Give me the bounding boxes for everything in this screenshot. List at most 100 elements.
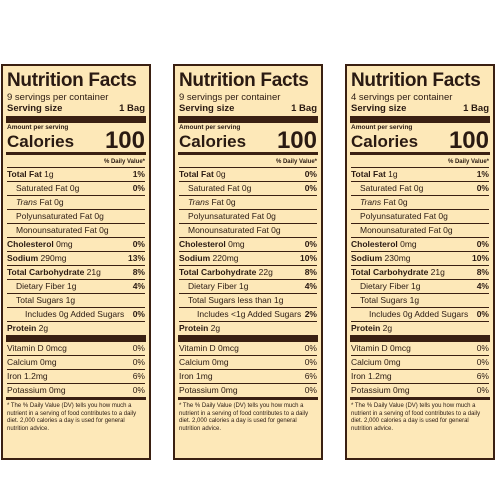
nutrient-label: Monounsaturated Fat 0g [188, 225, 281, 235]
daily-value-header: % Daily Value* [7, 158, 145, 168]
nutrient-name: Total Fat [351, 169, 386, 179]
nutrient-name: Total Carbohydrate [351, 267, 429, 277]
nutrient-label: Vitamin D 0mcg [351, 343, 411, 353]
nutrient-label: Includes <1g Added Sugars [197, 309, 302, 319]
iron-row: Iron 1.2mg 6% [351, 370, 489, 384]
daily-value-percent: 0% [304, 385, 317, 395]
saturated-fat-row: Saturated Fat 0g 0% [179, 182, 317, 196]
daily-value-percent: 0% [132, 239, 145, 249]
trans-fat-row: Trans Fat 0g [7, 196, 145, 210]
thick-rule [6, 335, 146, 342]
daily-value-footnote: * The % Daily Value (DV) tells you how m… [179, 403, 309, 432]
potassium-row: Potassium 0mg 0% [7, 384, 145, 397]
thick-rule [350, 116, 490, 123]
medium-rule [6, 152, 146, 155]
vitamin-d-row: Vitamin D 0mcg 0% [7, 342, 145, 356]
daily-value-percent: 0% [476, 357, 489, 367]
nutrient-label: Polyunsaturated Fat 0g [16, 211, 104, 221]
amount-per-serving: Amount per serving [179, 124, 241, 131]
dietary-fiber-row: Dietary Fiber 1g 4% [179, 280, 317, 294]
calcium-row: Calcium 0mg 0% [179, 356, 317, 370]
servings-per-container: 4 servings per container [351, 92, 453, 103]
nutrition-facts-panel-1: Nutrition Facts 9 servings per container… [1, 64, 151, 460]
calcium-row: Calcium 0mg 0% [351, 356, 489, 370]
panel-title: Nutrition Facts [7, 70, 137, 91]
serving-size-value: 1 Bag [463, 103, 489, 114]
trans-fat-row: Trans Fat 0g [179, 196, 317, 210]
nutrient-name: Total Fat [179, 169, 214, 179]
medium-rule [350, 397, 490, 400]
nutrient-name: Cholesterol [351, 239, 398, 249]
daily-value-footnote: * The % Daily Value (DV) tells you how m… [351, 403, 481, 432]
polyunsaturated-fat-row: Polyunsaturated Fat 0g [7, 210, 145, 224]
serving-size-row: Serving size 1 Bag [179, 103, 317, 116]
daily-value-percent: 0% [476, 183, 489, 193]
cholesterol-row: Cholesterol 0mg 0% [7, 238, 145, 252]
daily-value-percent: 1% [476, 169, 489, 179]
saturated-fat-row: Saturated Fat 0g 0% [351, 182, 489, 196]
calories-label: Calories [7, 132, 75, 151]
nutrient-amount: 1g [41, 169, 54, 179]
nutrient-label: Vitamin D 0mcg [179, 343, 239, 353]
nutrient-amount: Fat 0g [209, 197, 236, 207]
nutrient-name: Sodium [179, 253, 211, 263]
nutrient-amount: 21g [84, 267, 101, 277]
nutrient-label: Total Sugars 1g [16, 295, 76, 305]
sodium-row: Sodium 230mg 10% [351, 252, 489, 266]
nutrient-amount: 0mg [397, 239, 417, 249]
total-fat-row: Total Fat 1g 1% [351, 168, 489, 182]
calories-value: 100 [448, 127, 489, 154]
nutrient-label: Dietary Fiber 1g [16, 281, 77, 291]
cholesterol-row: Cholesterol 0mg 0% [179, 238, 317, 252]
protein-row: Protein 2g [351, 322, 489, 335]
medium-rule [178, 152, 318, 155]
servings-per-container: 9 servings per container [179, 92, 281, 103]
trans-fat-row: Trans Fat 0g [351, 196, 489, 210]
panel-title: Nutrition Facts [351, 70, 481, 91]
daily-value-percent: 13% [127, 253, 145, 263]
daily-value-percent: 0% [476, 343, 489, 353]
serving-size-value: 1 Bag [119, 103, 145, 114]
thick-rule [350, 335, 490, 342]
serving-size-row: Serving size 1 Bag [7, 103, 145, 116]
serving-size-label: Serving size [179, 103, 235, 114]
nutrient-amount: Fat 0g [381, 197, 408, 207]
serving-size-row: Serving size 1 Bag [351, 103, 489, 116]
nutrient-label: Calcium 0mg [351, 357, 401, 367]
nutrient-label: Monounsaturated Fat 0g [16, 225, 109, 235]
daily-value-percent: 2% [304, 309, 317, 319]
nutrient-label: Saturated Fat 0g [360, 183, 424, 193]
nutrient-label: Total Sugars less than 1g [188, 295, 284, 305]
total-carbohydrate-row: Total Carbohydrate 21g 8% [351, 266, 489, 280]
polyunsaturated-fat-row: Polyunsaturated Fat 0g [351, 210, 489, 224]
nutrient-label: Polyunsaturated Fat 0g [360, 211, 448, 221]
nutrient-label: Saturated Fat 0g [188, 183, 252, 193]
daily-value-percent: 8% [132, 267, 145, 277]
protein-row: Protein 2g [179, 322, 317, 335]
nutrient-amount: 0g [213, 169, 226, 179]
nutrient-amount: 2g [36, 323, 49, 333]
panel-title: Nutrition Facts [179, 70, 309, 91]
thick-rule [6, 116, 146, 123]
added-sugars-row: Includes 0g Added Sugars 0% [351, 308, 489, 322]
servings-per-container: 9 servings per container [7, 92, 109, 103]
calories-row: Calories 100 [351, 127, 489, 154]
calories-row: Calories 100 [7, 129, 145, 153]
daily-value-percent: 10% [299, 253, 317, 263]
nutrient-label: Iron 1.2mg [351, 371, 392, 381]
nutrient-amount: 1g [385, 169, 398, 179]
serving-size-label: Serving size [7, 103, 63, 114]
dietary-fiber-row: Dietary Fiber 1g 4% [351, 280, 489, 294]
serving-size-value: 1 Bag [291, 103, 317, 114]
nutrient-label: Potassium 0mg [179, 385, 238, 395]
nutrient-amount: 21g [428, 267, 445, 277]
calories-value: 100 [276, 127, 317, 154]
nutrient-label: Includes 0g Added Sugars [369, 309, 469, 319]
nutrient-amount: 2g [208, 323, 221, 333]
nutrient-name: Protein [351, 323, 381, 333]
nutrient-name: Total Fat [7, 169, 42, 179]
nutrition-facts-panel-3: Nutrition Facts 4 servings per container… [345, 64, 495, 460]
thick-rule [178, 116, 318, 123]
nutrient-name: Cholesterol [7, 239, 54, 249]
nutrient-label: Monounsaturated Fat 0g [360, 225, 453, 235]
